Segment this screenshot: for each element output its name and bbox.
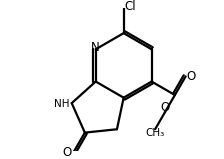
Text: N: N <box>91 41 100 54</box>
Text: O: O <box>160 101 170 114</box>
Text: O: O <box>62 146 71 159</box>
Text: Cl: Cl <box>125 0 136 13</box>
Text: O: O <box>187 70 196 83</box>
Text: CH₃: CH₃ <box>146 128 165 138</box>
Text: NH: NH <box>54 99 70 109</box>
